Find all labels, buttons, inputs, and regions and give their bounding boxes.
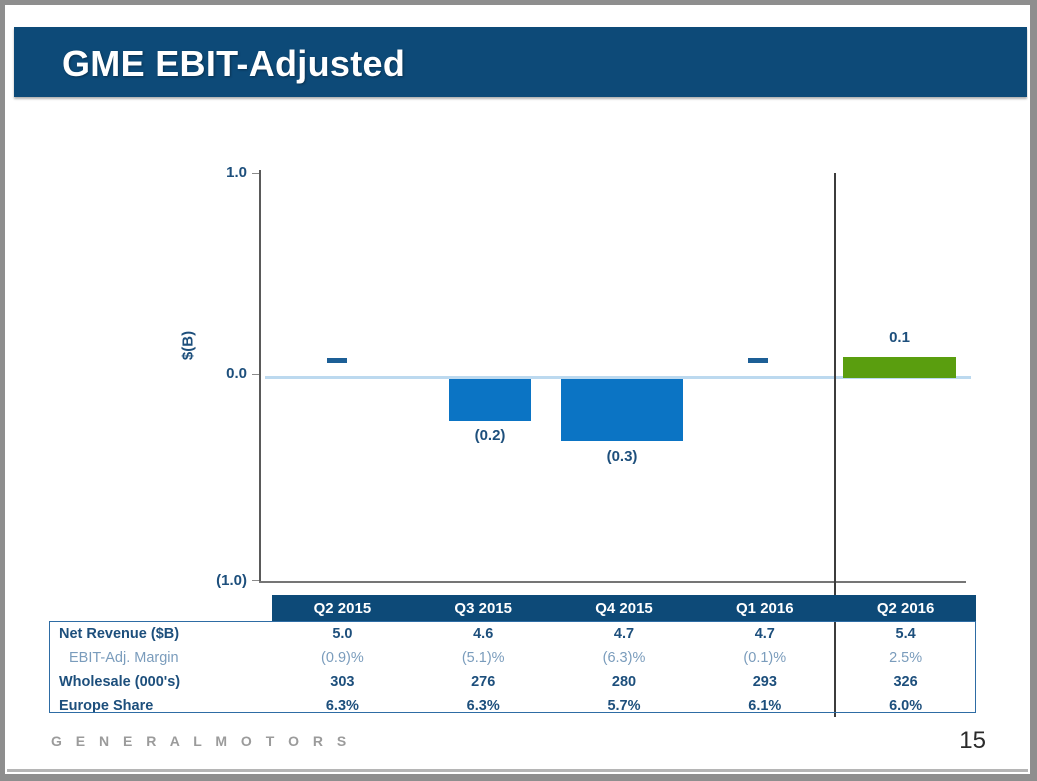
y-tick-mark-zero <box>252 374 259 375</box>
table-header-q3-2015: Q3 2015 <box>412 595 554 622</box>
row-label-net-revenue: Net Revenue ($B) <box>59 626 180 642</box>
bar-q3-2015 <box>449 379 531 421</box>
y-tick-label-2: 0.0 <box>226 365 247 382</box>
cell-europe-share-q1-2016: 6.1% <box>748 698 782 714</box>
table-header-q2-2016: Q2 2016 <box>835 595 976 622</box>
table-row: Wholesale (000's) 303 276 280 293 326 <box>49 670 976 694</box>
table-header-blank <box>49 595 272 622</box>
table-header-q2-2015: Q2 2015 <box>272 595 413 622</box>
row-label-ebit-adj-margin: EBIT-Adj. Margin <box>69 650 179 666</box>
table-header-q4-2015: Q4 2015 <box>553 595 695 622</box>
footer-divider <box>7 769 1028 772</box>
row-label-wholesale: Wholesale (000's) <box>59 674 181 690</box>
cell-wholesale-q2-2015: 303 <box>330 674 355 690</box>
cell-europe-share-q2-2015: 6.3% <box>325 698 359 714</box>
table-header-row: Q2 2015 Q3 2015 Q4 2015 Q1 2016 Q2 2016 <box>49 595 976 622</box>
cell-wholesale-q4-2015: 280 <box>611 674 637 690</box>
metrics-table: Q2 2015 Q3 2015 Q4 2015 Q1 2016 Q2 2016 … <box>49 595 976 718</box>
page-number: 15 <box>959 727 986 754</box>
cell-ebit-margin-q3-2015: (5.1)% <box>461 650 505 666</box>
cell-europe-share-q4-2015: 5.7% <box>607 698 641 714</box>
table-header-q1-2016: Q1 2016 <box>694 595 836 622</box>
bar-q4-2015 <box>561 379 683 441</box>
y-tick-mark-top <box>252 173 259 174</box>
cell-net-revenue-q1-2016: 4.7 <box>754 626 775 642</box>
cell-ebit-margin-q1-2016: (0.1)% <box>743 650 787 666</box>
cell-europe-share-q2-2016: 6.0% <box>889 698 923 714</box>
cell-net-revenue-q4-2015: 4.7 <box>613 626 635 642</box>
cell-ebit-margin-q2-2015: (0.9)% <box>321 650 364 666</box>
table-row: Europe Share 6.3% 6.3% 5.7% 6.1% 6.0% <box>49 694 976 718</box>
brand-logotype: G E N E R A L M O T O R S <box>51 733 352 749</box>
title-banner: GME EBIT-Adjusted <box>14 27 1027 97</box>
y-tick-label-3: (1.0) <box>216 572 247 589</box>
zero-baseline <box>265 376 971 379</box>
cell-wholesale-q1-2016: 293 <box>752 674 777 690</box>
cell-ebit-margin-q2-2016: 2.5% <box>889 650 923 666</box>
cell-wholesale-q2-2016: 326 <box>893 674 918 690</box>
bar-q2-2015 <box>327 358 347 363</box>
cell-ebit-margin-q4-2015: (6.3)% <box>602 650 646 666</box>
cell-net-revenue-q2-2016: 5.4 <box>895 626 916 642</box>
bar-q1-2016 <box>748 358 768 363</box>
bar-label-q4-2015: (0.3) <box>606 448 638 465</box>
y-axis-line <box>259 170 261 582</box>
bar-label-q2-2016: 0.1 <box>889 329 910 346</box>
page-title: GME EBIT-Adjusted <box>62 43 406 84</box>
y-tick-label-1: 1.0 <box>226 164 247 181</box>
slide-canvas: GME EBIT-Adjusted 1.0 0.0 (1.0) $(B) (0.… <box>5 5 1030 774</box>
table-row: Net Revenue ($B) 5.0 4.6 4.7 4.7 5.4 <box>49 622 976 646</box>
bar-q2-2016 <box>843 357 956 378</box>
cell-net-revenue-q3-2015: 4.6 <box>473 626 494 642</box>
x-axis-line <box>259 581 966 583</box>
cell-wholesale-q3-2015: 276 <box>471 674 496 690</box>
row-label-europe-share: Europe Share <box>59 698 154 714</box>
cell-net-revenue-q2-2015: 5.0 <box>332 626 353 642</box>
table-row: EBIT-Adj. Margin (0.9)% (5.1)% (6.3)% (0… <box>49 646 976 670</box>
y-axis-title: $(B) <box>179 330 197 361</box>
bar-label-q3-2015: (0.2) <box>474 427 506 444</box>
y-tick-mark-bottom <box>252 580 259 581</box>
cell-europe-share-q3-2015: 6.3% <box>466 698 500 714</box>
